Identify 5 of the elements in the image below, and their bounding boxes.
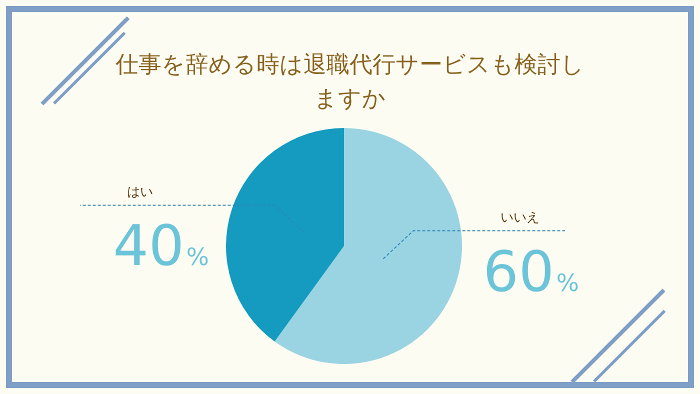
data-label: 60%: [482, 240, 580, 305]
data-label: 40%: [112, 214, 210, 280]
chart-title: 仕事を辞める時は退職代行サービスも検討しますか: [114, 51, 586, 114]
slice-label: いいえ: [500, 210, 540, 226]
slice-label: はい: [127, 185, 153, 200]
